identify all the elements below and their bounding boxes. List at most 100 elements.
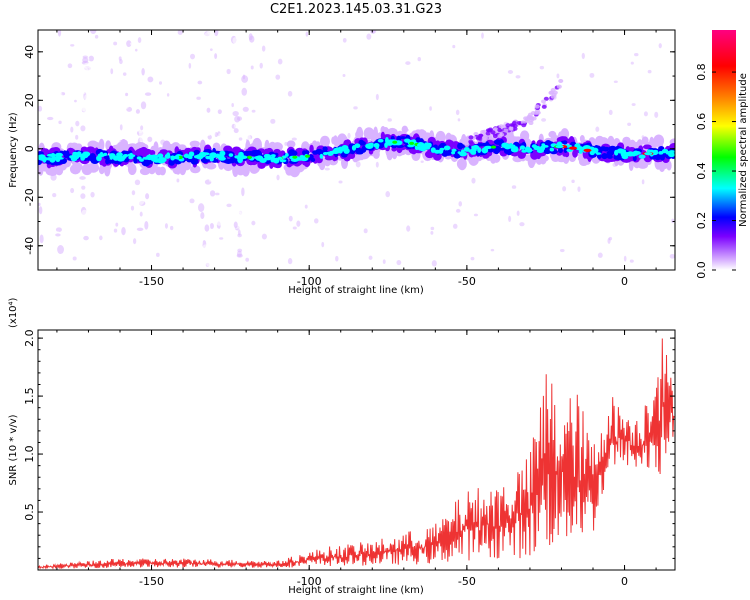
spectral-blob xyxy=(50,153,56,158)
spectral-blob xyxy=(628,159,634,172)
noise-speck xyxy=(669,253,675,259)
noise-speck xyxy=(75,120,80,127)
spectral-blob xyxy=(508,134,515,142)
noise-speck xyxy=(47,232,55,239)
spectral-blob xyxy=(558,78,564,83)
noise-speck xyxy=(277,58,283,65)
spectral-blob xyxy=(355,130,361,139)
spectral-blob xyxy=(295,157,305,161)
noise-speck xyxy=(126,40,132,47)
noise-speck xyxy=(204,31,211,39)
noise-speck xyxy=(217,53,222,59)
colorbar xyxy=(712,30,736,270)
noise-speck xyxy=(125,135,132,142)
spectral-blob xyxy=(519,145,526,150)
noise-speck xyxy=(368,255,373,260)
noise-speck xyxy=(92,128,97,137)
spectral-blob xyxy=(528,121,534,126)
spectral-blob xyxy=(218,156,226,161)
spectral-peak xyxy=(387,140,393,145)
noise-speck xyxy=(51,104,58,112)
noise-speck xyxy=(89,30,97,35)
spectral-peak xyxy=(241,155,247,159)
noise-speck xyxy=(198,203,205,212)
noise-speck xyxy=(141,68,145,76)
noise-speck xyxy=(52,210,56,215)
noise-speck xyxy=(232,110,239,117)
noise-speck xyxy=(287,90,293,97)
noise-speck xyxy=(200,212,205,220)
noise-speck xyxy=(387,118,392,122)
noise-speck xyxy=(119,59,123,65)
noise-speck xyxy=(84,40,91,46)
noise-speck xyxy=(455,208,461,213)
spectral-blob xyxy=(105,158,110,165)
noise-speck xyxy=(139,211,143,217)
noise-speck xyxy=(196,69,202,77)
y-tick-label: 1.0 xyxy=(23,445,36,463)
spectral-blob xyxy=(543,96,549,101)
noise-speck xyxy=(56,183,63,188)
noise-speck xyxy=(248,124,255,133)
noise-speck xyxy=(147,47,152,55)
noise-speck xyxy=(70,126,74,133)
noise-speck xyxy=(658,43,662,49)
noise-speck xyxy=(118,217,125,221)
noise-speck xyxy=(287,258,293,265)
spectral-blob xyxy=(490,130,496,135)
noise-speck xyxy=(56,49,60,53)
spectral-blob xyxy=(73,163,83,171)
spectral-blob xyxy=(621,154,629,160)
noise-speck xyxy=(246,93,254,100)
spectral-blob xyxy=(89,153,96,158)
noise-speck xyxy=(202,250,207,256)
noise-speck xyxy=(481,32,484,39)
noise-speck xyxy=(597,252,603,258)
noise-speck xyxy=(241,187,245,197)
noise-speck xyxy=(232,246,239,250)
noise-speck xyxy=(203,257,211,261)
spectral-peak xyxy=(81,154,87,158)
noise-speck xyxy=(59,62,64,67)
spectral-blob xyxy=(458,144,466,149)
noise-speck xyxy=(59,253,65,263)
noise-speck xyxy=(45,203,53,207)
noise-speck xyxy=(473,213,478,217)
spectral-peak xyxy=(417,143,423,147)
noise-speck xyxy=(519,222,525,227)
noise-speck xyxy=(210,103,217,109)
spectral-blob xyxy=(459,151,468,157)
noise-speck xyxy=(353,106,358,110)
noise-speck xyxy=(209,190,216,197)
spectral-peak xyxy=(234,155,240,159)
noise-speck xyxy=(164,223,168,229)
noise-speck xyxy=(134,179,141,186)
noise-speck xyxy=(83,62,91,69)
noise-speck xyxy=(138,232,143,238)
noise-speck xyxy=(90,191,95,198)
noise-speck xyxy=(144,92,152,96)
spectral-blob xyxy=(312,150,319,155)
x-tick-label: -150 xyxy=(139,275,164,288)
noise-speck xyxy=(49,71,56,78)
noise-speck xyxy=(92,98,97,103)
noise-speck xyxy=(242,231,249,237)
noise-speck xyxy=(420,160,424,163)
spectral-peak xyxy=(113,155,119,159)
x-tick-label: -100 xyxy=(297,575,322,588)
spectral-blob xyxy=(380,131,386,141)
spectral-blob xyxy=(96,155,102,162)
noise-speck xyxy=(143,249,150,255)
spectral-blob xyxy=(456,159,464,169)
noise-speck xyxy=(144,129,150,135)
spectral-peak xyxy=(305,154,311,158)
noise-speck xyxy=(196,224,203,233)
spectral-blob xyxy=(472,145,480,150)
noise-speck xyxy=(41,260,48,267)
noise-speck xyxy=(83,235,89,241)
noise-speck xyxy=(57,265,64,269)
noise-speck xyxy=(130,225,134,235)
noise-speck xyxy=(202,244,210,249)
spectral-blob xyxy=(508,126,514,131)
spectral-blob xyxy=(451,151,456,155)
